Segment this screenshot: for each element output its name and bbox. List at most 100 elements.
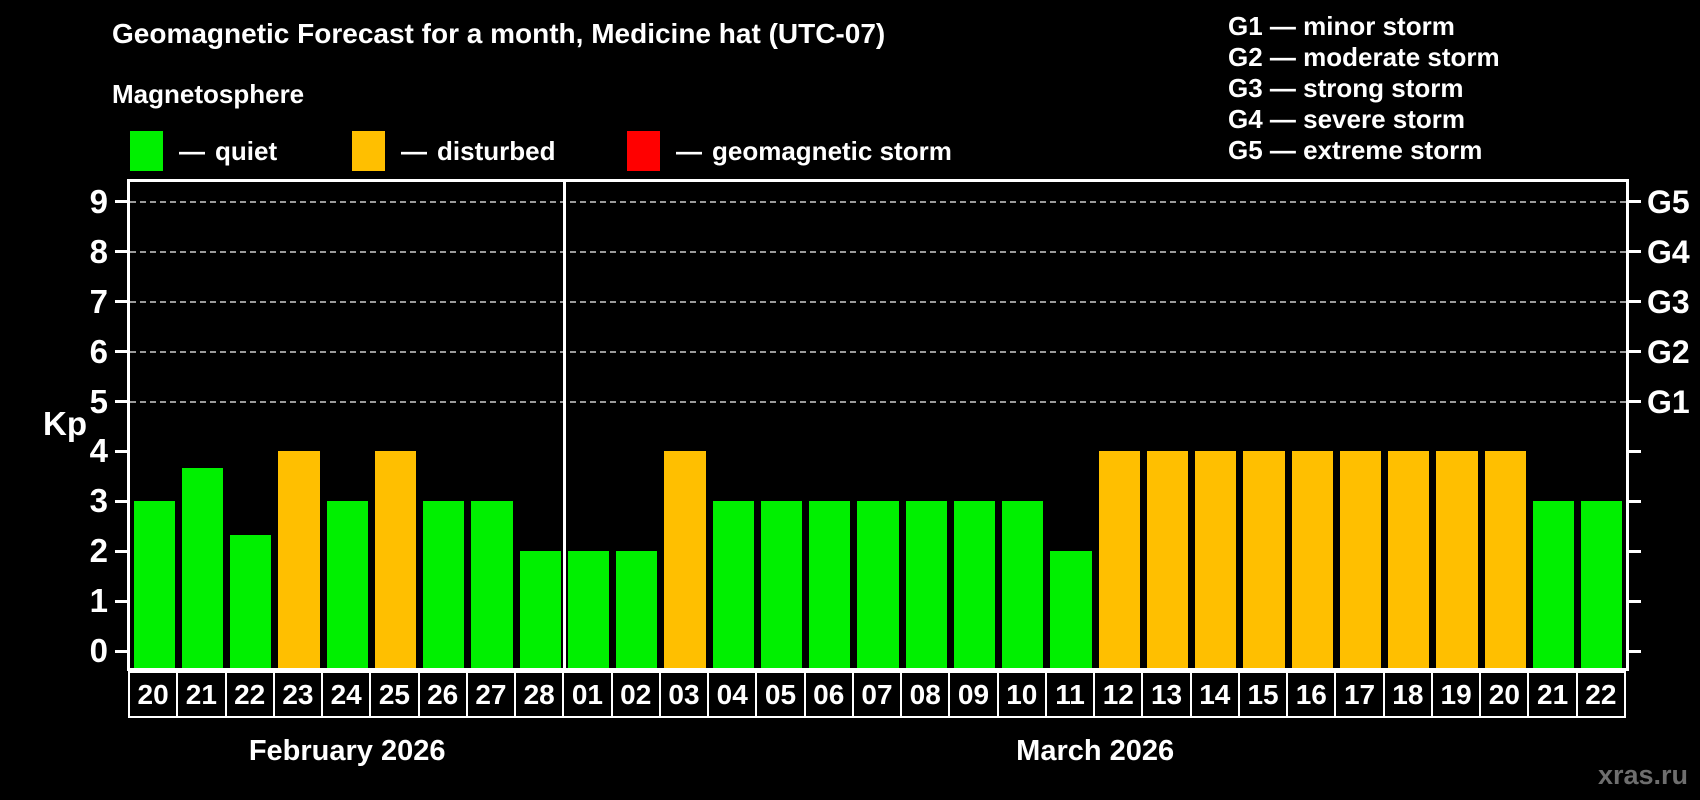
x-axis-day-cell: 06 <box>803 671 854 718</box>
kp-bar-march-16 <box>1291 451 1333 668</box>
disturbed-color-swatch <box>352 131 385 171</box>
x-axis-day-cell: 23 <box>272 671 324 718</box>
x-axis-day-cell: 21 <box>1527 671 1578 718</box>
y-axis-tick-right <box>1629 350 1641 354</box>
y-axis-tick-left <box>115 400 127 403</box>
storm-scale-legend: G1 — minor storm G2 — moderate storm G3 … <box>1228 11 1500 166</box>
x-axis-day-cell: 13 <box>1141 671 1192 718</box>
storm-scale-line-g2: G2 — moderate storm <box>1228 42 1500 72</box>
y-axis-label-2: 2 <box>89 532 108 570</box>
x-axis-day-cell: 27 <box>465 671 517 718</box>
y-axis-label-9: 9 <box>89 182 108 220</box>
y-axis-tick-left <box>115 300 127 304</box>
legend-dash: — <box>179 135 205 166</box>
x-axis-day-cell: 08 <box>900 671 951 718</box>
kp-bar-february-26 <box>423 501 465 668</box>
kp-bar-march-06 <box>809 501 851 668</box>
legend-item-disturbed: — disturbed <box>352 131 555 171</box>
chart-title: Geomagnetic Forecast for a month, Medici… <box>112 18 886 49</box>
kp-bar-march-08 <box>905 501 947 668</box>
kp-bar-march-01 <box>567 551 610 668</box>
kp-bar-february-21 <box>181 467 223 668</box>
kp-bar-march-14 <box>1195 451 1237 668</box>
y-axis-tick-right <box>1629 200 1641 204</box>
plot-frame <box>127 179 1629 671</box>
gridline-kp8 <box>130 250 1626 253</box>
x-axis-day-cell: 05 <box>755 671 806 718</box>
right-axis-label-g5: G5 <box>1647 183 1690 220</box>
y-axis-label-8: 8 <box>89 232 108 270</box>
y-axis-label-6: 6 <box>89 332 108 370</box>
storm-scale-line-g3: G3 — strong storm <box>1228 73 1464 103</box>
y-axis-title: Kp <box>43 405 87 442</box>
kp-bar-march-12 <box>1098 451 1140 668</box>
kp-bar-march-11 <box>1050 551 1092 668</box>
y-axis-label-4: 4 <box>89 432 108 470</box>
x-axis-day-cell: 14 <box>1189 671 1240 718</box>
month-label-march: March 2026 <box>1016 735 1175 767</box>
kp-bar-march-07 <box>857 501 899 668</box>
y-axis-tick-left <box>115 200 127 204</box>
x-axis-day-cell: 20 <box>1479 671 1530 718</box>
kp-bar-march-21 <box>1532 501 1575 668</box>
legend-label-quiet: quiet <box>215 135 278 166</box>
kp-bar-march-02 <box>616 551 658 668</box>
x-axis-day-cell: 18 <box>1382 671 1433 718</box>
y-axis-tick-right <box>1629 400 1641 403</box>
x-axis-day-cell: 12 <box>1093 671 1144 718</box>
x-axis-day-cell: 03 <box>658 671 710 718</box>
y-axis-tick-left <box>115 250 127 254</box>
kp-bar-march-22 <box>1581 501 1623 668</box>
month-divider <box>562 182 566 668</box>
kp-bar-march-10 <box>1002 501 1044 668</box>
x-axis-day-cell: 22 <box>224 671 275 718</box>
kp-bar-february-28 <box>519 551 561 668</box>
y-axis-tick-left <box>115 549 127 553</box>
right-axis-label-g4: G4 <box>1647 233 1690 270</box>
x-axis-day-cell: 19 <box>1430 671 1482 718</box>
month-label-february: February 2026 <box>248 735 446 767</box>
kp-bar-february-22 <box>230 534 272 668</box>
magnetosphere-label: Magnetosphere <box>112 79 305 109</box>
x-axis-day-cell: 17 <box>1334 671 1385 718</box>
kp-bar-march-20 <box>1484 451 1526 668</box>
right-axis-label-g2: G2 <box>1647 333 1690 370</box>
legend-label-storm: geomagnetic storm <box>712 135 952 166</box>
y-axis-label-1: 1 <box>89 582 108 620</box>
kp-bar-march-15 <box>1243 451 1285 668</box>
x-axis-day-cell: 11 <box>1044 671 1096 718</box>
x-axis-day-cell: 22 <box>1575 671 1626 718</box>
storm-scale-line-g5: G5 — extreme storm <box>1228 135 1483 165</box>
y-axis-tick-right <box>1629 549 1641 553</box>
storm-scale-line-g1: G1 — minor storm <box>1228 11 1455 41</box>
gridline-kp5 <box>130 400 1626 403</box>
x-axis-day-cell: 28 <box>514 671 565 718</box>
kp-bar-march-09 <box>953 501 996 668</box>
kp-bar-march-17 <box>1339 451 1382 668</box>
y-axis-tick-right <box>1629 599 1641 603</box>
y-axis-tick-left <box>115 649 127 653</box>
kp-bar-february-27 <box>471 501 513 668</box>
legend-label-disturbed: disturbed <box>437 135 556 166</box>
x-axis-day-cell: 20 <box>128 671 179 718</box>
x-axis-day-cell: 21 <box>176 671 227 718</box>
x-axis-day-cell: 24 <box>321 671 372 718</box>
gridline-kp7 <box>130 300 1626 303</box>
kp-bar-march-19 <box>1436 451 1478 668</box>
x-axis-day-cell: 16 <box>1286 671 1337 718</box>
x-axis-day-cell: 09 <box>948 671 999 718</box>
legend-dash: — <box>401 135 427 166</box>
x-axis-day-cell: 26 <box>417 671 468 718</box>
y-axis-tick-right <box>1629 649 1641 653</box>
right-axis-label-g1: G1 <box>1647 383 1690 420</box>
y-axis-tick-right <box>1629 250 1641 254</box>
quiet-color-swatch <box>130 131 163 171</box>
y-axis-label-3: 3 <box>89 482 108 520</box>
y-axis-tick-left <box>115 350 127 354</box>
storm-scale-line-g4: G4 — severe storm <box>1228 104 1466 134</box>
legend-dash: — <box>676 135 702 166</box>
right-axis-label-g3: G3 <box>1647 283 1690 320</box>
y-axis-tick-right <box>1629 449 1641 453</box>
